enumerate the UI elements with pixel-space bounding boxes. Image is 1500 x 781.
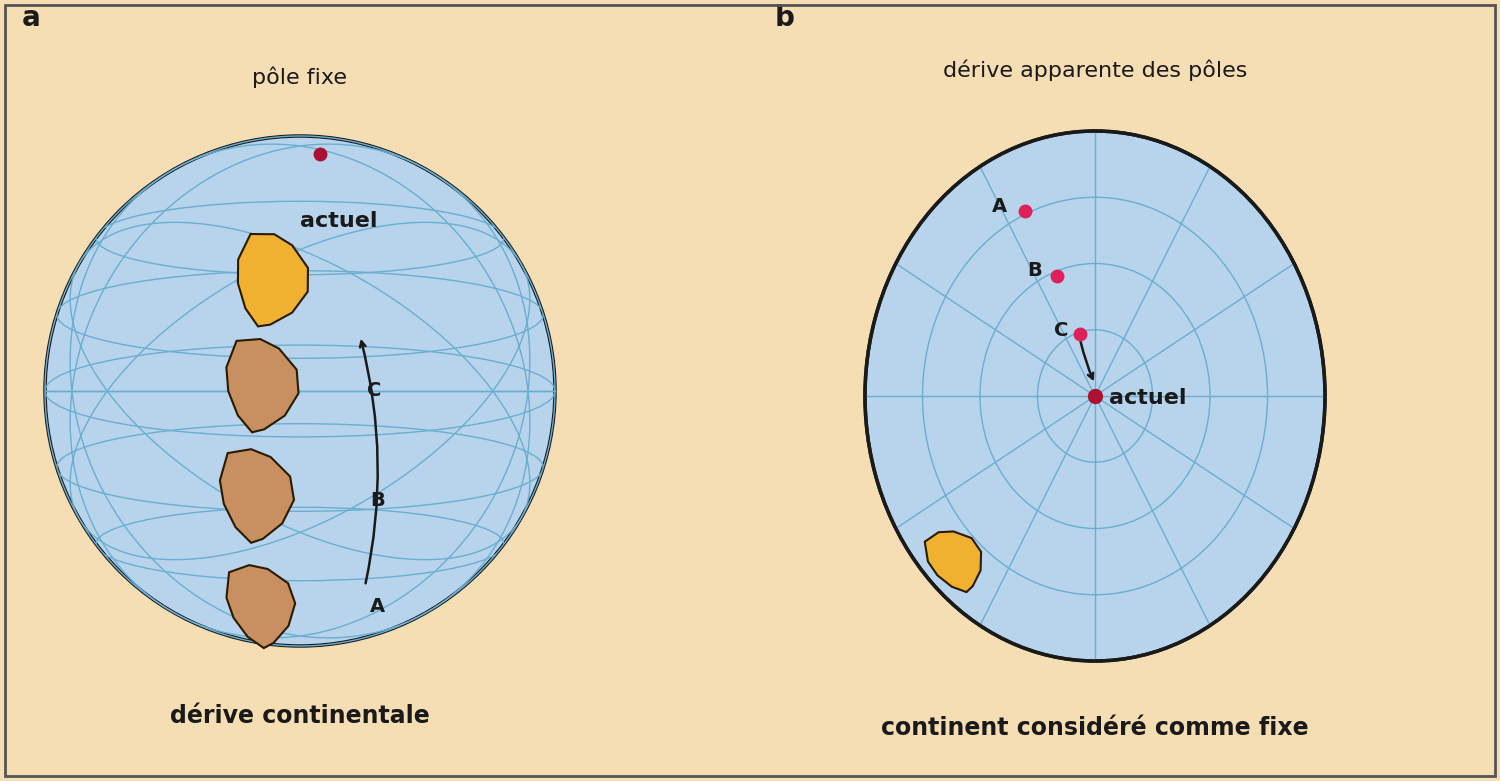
Text: B: B (1028, 262, 1042, 280)
Text: C: C (1053, 322, 1068, 341)
Polygon shape (926, 531, 981, 592)
Text: C: C (368, 381, 381, 401)
Polygon shape (226, 565, 296, 648)
Polygon shape (238, 234, 308, 326)
Ellipse shape (865, 131, 1324, 661)
Polygon shape (226, 339, 298, 432)
Text: actuel: actuel (300, 211, 378, 231)
Text: pôle fixe: pôle fixe (252, 66, 348, 88)
Text: dérive continentale: dérive continentale (170, 704, 430, 728)
Text: b: b (776, 4, 795, 32)
Text: A: A (370, 597, 386, 615)
Text: a: a (22, 4, 40, 32)
Circle shape (45, 136, 555, 646)
Text: dérive apparente des pôles: dérive apparente des pôles (944, 59, 1246, 81)
Text: A: A (992, 197, 1006, 216)
Text: actuel: actuel (1108, 388, 1186, 408)
Polygon shape (220, 449, 294, 543)
Text: B: B (370, 491, 384, 511)
Text: continent considéré comme fixe: continent considéré comme fixe (880, 716, 1310, 740)
